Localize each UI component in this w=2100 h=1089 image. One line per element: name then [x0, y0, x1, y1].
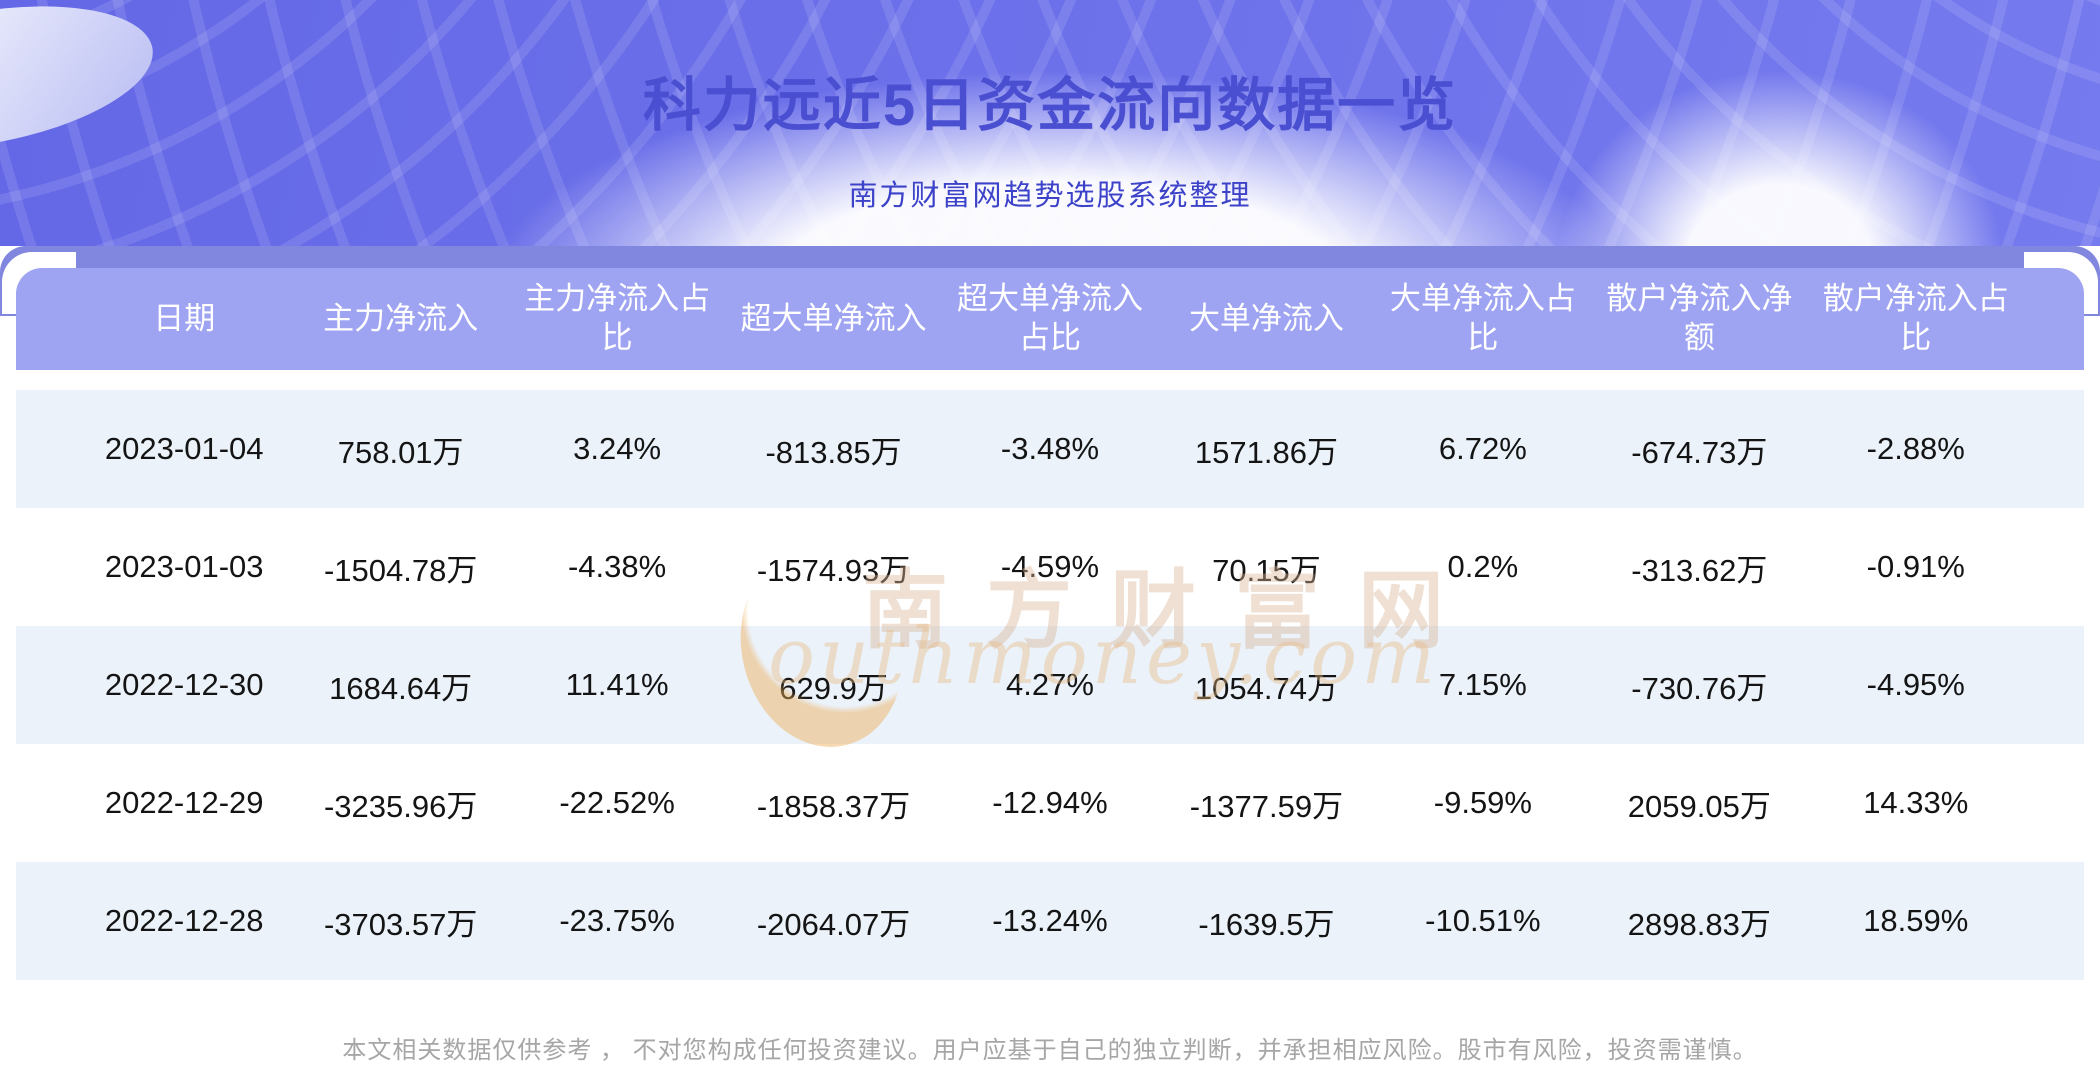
table-cell: -730.76万	[1631, 670, 1768, 706]
table-cell: -4.59%	[1000, 549, 1100, 584]
table-cell: -4.38%	[567, 549, 667, 584]
table-cell: -4.95%	[1866, 667, 1965, 702]
column-header: 散户净流入净额	[1606, 281, 1793, 355]
table-cell: 2023-01-04	[104, 431, 264, 466]
table-cell: 11.41%	[565, 667, 669, 702]
table-cell: 0.2%	[1447, 549, 1519, 584]
table-cell: 2022-12-28	[104, 903, 264, 938]
table-cell: -313.62万	[1631, 552, 1768, 588]
table-cell: 4.27%	[1006, 667, 1094, 702]
table-cell: 758.01万	[337, 434, 464, 470]
column-header: 主力净流入	[323, 300, 479, 336]
table-body: 2023-01-04 758.01万 3.24% -813.85万 -3.48% 1571…	[16, 390, 2084, 980]
column-header: 超大单净流入占比	[956, 281, 1143, 355]
table-cell: -3.48%	[1000, 431, 1100, 466]
fund-flow-table: 日期 主力净流入 主力净流入占比 超大单净流入 超大单净流入占比 大单净流入 大单净流入占比…	[16, 268, 2084, 980]
table-row: 2023-01-04 758.01万 3.24% -813.85万 -3.48% 1571…	[16, 390, 2084, 508]
table-cell: 2059.05万	[1627, 788, 1771, 824]
page-subtitle: 南方财富网趋势选股系统整理	[848, 180, 1252, 212]
table-cell: -12.94%	[992, 785, 1108, 820]
table-cell: -1639.5万	[1198, 906, 1335, 942]
table-cell: 6.72%	[1438, 431, 1527, 466]
table-row: 2022-12-28 -3703.57万 -23.75% -2064.07万 -13.2…	[16, 862, 2084, 980]
table-cell: -813.85万	[765, 434, 902, 470]
table-cell: -13.24%	[992, 903, 1108, 938]
table-cell: 3.24%	[573, 431, 662, 466]
table-cell: -1504.78万	[323, 552, 478, 588]
column-header: 大单净流入	[1188, 300, 1344, 336]
table-cell: 18.59%	[1863, 903, 1969, 938]
hero-banner: 科力远近5日资金流向数据一览 南方财富网趋势选股系统整理	[0, 0, 2100, 246]
table-cell: 7.15%	[1438, 667, 1527, 702]
table-cell: -0.91%	[1866, 549, 1965, 584]
table-header: 日期 主力净流入 主力净流入占比 超大单净流入 超大单净流入占比 大单净流入 大单净流入占比…	[16, 268, 2084, 370]
table-cell: 14.33%	[1863, 785, 1969, 820]
table-cell: -674.73万	[1631, 434, 1768, 470]
column-header: 大单净流入占比	[1389, 281, 1576, 355]
table-cell: 70.15万	[1212, 552, 1321, 588]
table-row: 2022-12-29 -3235.96万 -22.52% -1858.37万 -12.9…	[16, 744, 2084, 862]
table-cell: -3235.96万	[323, 788, 478, 824]
table-cell: -1377.59万	[1189, 788, 1344, 824]
column-header: 散户净流入占比	[1822, 281, 2009, 355]
table-cell: -22.52%	[559, 785, 675, 820]
disclaimer: 本文相关数据仅供参考 ， 不对您构成任何投资建议。用户应基于自己的独立判断，并承…	[342, 1037, 1758, 1064]
table-row: 2023-01-03 -1504.78万 -4.38% -1574.93万 -4.59%…	[16, 508, 2084, 626]
page-title: 科力远近5日资金流向数据一览	[642, 73, 1458, 138]
table-cell: 1054.74万	[1194, 670, 1338, 706]
column-header: 主力净流入占比	[524, 281, 711, 355]
table-cell: 2022-12-30	[104, 667, 264, 702]
column-header: 日期	[153, 300, 216, 336]
table-cell: -3703.57万	[323, 906, 478, 942]
table-cell: 1571.86万	[1194, 434, 1338, 470]
table-cell: -2064.07万	[756, 906, 911, 942]
table-cell: -9.59%	[1433, 785, 1532, 820]
table-row: 2022-12-30 1684.64万 11.41% 629.9万 4.27% 1054.…	[16, 626, 2084, 744]
table-cell: -2.88%	[1866, 431, 1965, 466]
table-cell: 2022-12-29	[104, 785, 264, 820]
table-cell: 2023-01-03	[104, 549, 264, 584]
table-cell: -10.51%	[1425, 903, 1541, 938]
table-cell: 2898.83万	[1627, 906, 1771, 942]
table-cell: -1574.93万	[756, 552, 911, 588]
table-cell: 1684.64万	[329, 670, 473, 706]
table-cell: -23.75%	[559, 903, 675, 938]
table-cell: 629.9万	[779, 670, 888, 706]
table-cell: -1858.37万	[756, 788, 911, 824]
column-header: 超大单净流入	[740, 300, 927, 336]
